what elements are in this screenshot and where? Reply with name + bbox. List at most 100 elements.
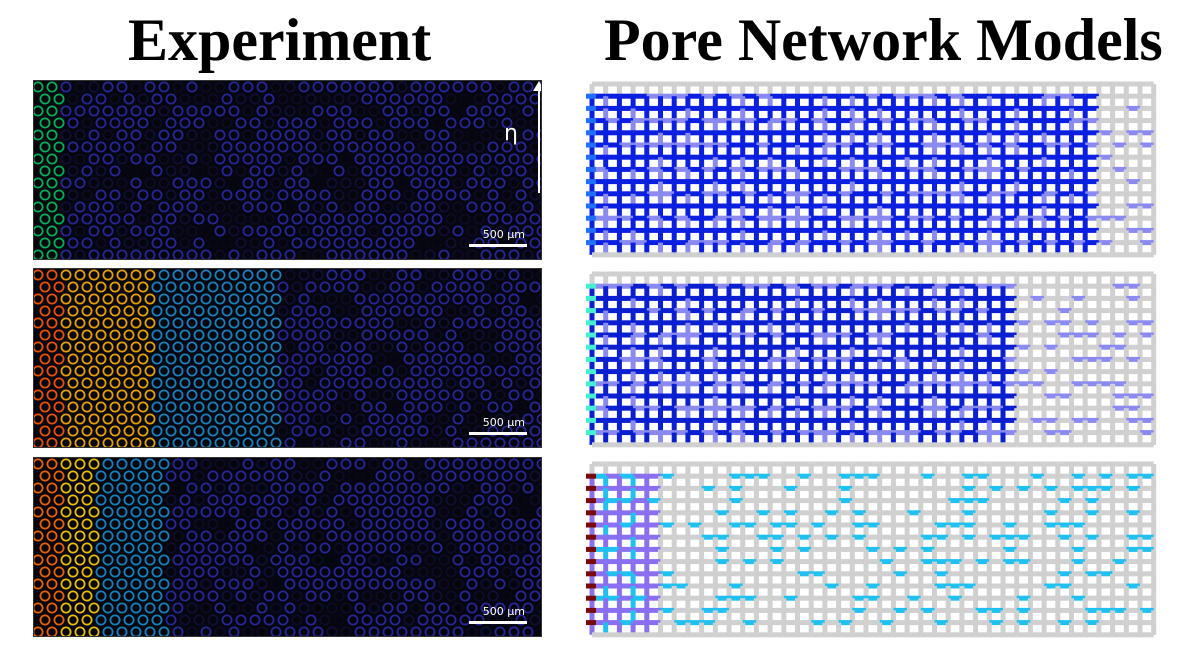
throat — [1126, 295, 1140, 301]
throat — [660, 227, 675, 233]
pore — [326, 129, 338, 141]
throat — [658, 396, 663, 409]
throat — [1110, 96, 1116, 109]
throat — [753, 525, 759, 538]
throat — [849, 193, 855, 206]
throat — [986, 476, 992, 489]
pore-network-panel-1 — [586, 78, 1164, 258]
pore — [326, 554, 338, 566]
pore — [256, 389, 268, 401]
pore — [277, 189, 289, 201]
throat — [811, 356, 825, 362]
throat — [729, 295, 743, 301]
pore — [172, 129, 184, 141]
pore — [522, 129, 534, 141]
pore — [207, 590, 219, 602]
throat — [1085, 283, 1099, 289]
throat — [1112, 308, 1127, 314]
pore — [242, 81, 254, 93]
throat — [646, 271, 661, 277]
throat — [1071, 369, 1086, 375]
pore — [368, 506, 380, 518]
throat — [756, 283, 771, 289]
pore — [53, 542, 65, 554]
throat — [1137, 476, 1143, 489]
pore — [515, 141, 527, 153]
throat — [633, 93, 647, 99]
throat — [671, 286, 677, 299]
throat — [904, 396, 910, 409]
throat — [1123, 420, 1129, 433]
throat — [1123, 322, 1129, 335]
throat — [961, 240, 976, 246]
throat — [1110, 420, 1116, 433]
throat — [715, 461, 729, 467]
pore — [466, 602, 478, 614]
pore — [319, 237, 331, 249]
pore — [214, 177, 226, 189]
throat — [863, 120, 869, 133]
inlet-throat — [586, 356, 596, 362]
throat — [1123, 476, 1129, 489]
throat — [866, 485, 880, 491]
throat — [729, 344, 743, 350]
throat — [932, 537, 937, 550]
throat — [852, 473, 866, 479]
throat — [986, 464, 992, 477]
pore — [207, 470, 219, 482]
inlet-throat — [586, 344, 596, 350]
throat — [740, 500, 746, 513]
throat — [907, 356, 921, 362]
throat — [699, 359, 705, 372]
throat — [603, 322, 609, 335]
throat — [852, 320, 866, 326]
throat — [674, 332, 688, 338]
throat — [605, 320, 620, 326]
pore — [354, 437, 366, 447]
pore — [480, 506, 492, 518]
throat — [808, 359, 814, 372]
pore — [424, 81, 436, 93]
throat — [715, 393, 729, 399]
throat — [1014, 206, 1020, 219]
throat — [630, 145, 636, 158]
pore — [116, 578, 128, 590]
throat — [781, 464, 787, 477]
pore — [333, 494, 345, 506]
pore — [375, 401, 387, 413]
throat — [674, 344, 688, 350]
throat — [918, 169, 924, 182]
throat — [890, 96, 896, 109]
pore — [116, 365, 128, 377]
throat — [685, 132, 691, 145]
pore — [109, 305, 121, 317]
throat — [879, 81, 894, 87]
throat — [630, 230, 636, 243]
pore — [249, 353, 261, 365]
pore — [284, 293, 296, 305]
throat — [1110, 230, 1116, 243]
pore — [389, 237, 401, 249]
throat — [1069, 500, 1074, 513]
throat — [699, 298, 705, 311]
throat — [989, 191, 1003, 197]
pore — [88, 269, 100, 281]
throat — [605, 430, 620, 436]
pore — [39, 377, 51, 389]
throat — [1055, 108, 1061, 121]
pore — [501, 377, 513, 389]
throat — [811, 93, 825, 99]
throat — [1123, 157, 1129, 170]
throat — [603, 274, 609, 287]
pore — [214, 153, 226, 165]
throat — [866, 393, 880, 399]
throat — [783, 461, 798, 467]
throat — [1126, 320, 1140, 326]
throat — [920, 271, 935, 277]
pore — [193, 494, 205, 506]
pore — [235, 542, 247, 554]
throat — [852, 81, 866, 87]
throat — [592, 510, 606, 516]
pore — [536, 249, 541, 259]
throat — [592, 393, 606, 399]
